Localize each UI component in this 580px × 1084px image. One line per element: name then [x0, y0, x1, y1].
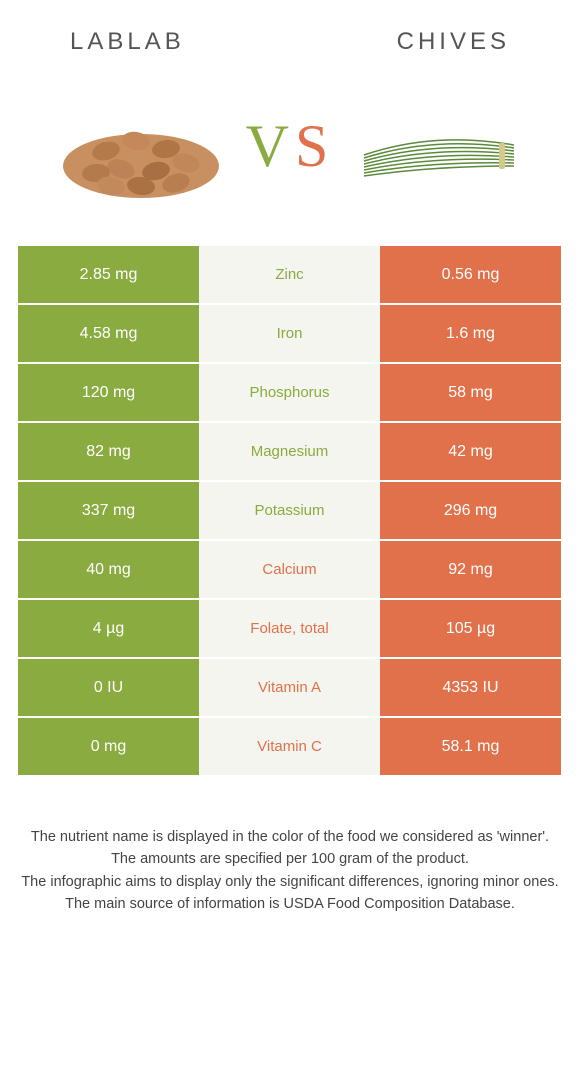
- left-value-cell: 4.58 mg: [18, 305, 199, 362]
- nutrient-name-cell: Iron: [199, 305, 380, 362]
- table-row: 337 mgPotassium296 mg: [18, 482, 562, 541]
- vs-s-letter: S: [295, 113, 334, 179]
- footer-notes: The nutrient name is displayed in the co…: [0, 777, 580, 914]
- right-value-cell: 4353 IU: [380, 659, 561, 716]
- vs-row: VS: [0, 66, 580, 246]
- table-row: 0 IUVitamin A4353 IU: [18, 659, 562, 718]
- vs-v-letter: V: [246, 113, 295, 179]
- right-value-cell: 58.1 mg: [380, 718, 561, 775]
- nutrient-name-cell: Zinc: [199, 246, 380, 303]
- right-value-cell: 58 mg: [380, 364, 561, 421]
- table-row: 4.58 mgIron1.6 mg: [18, 305, 562, 364]
- footer-line-3: The infographic aims to display only the…: [20, 872, 560, 892]
- right-value-cell: 105 µg: [380, 600, 561, 657]
- right-value-cell: 92 mg: [380, 541, 561, 598]
- table-row: 120 mgPhosphorus58 mg: [18, 364, 562, 423]
- table-row: 82 mgMagnesium42 mg: [18, 423, 562, 482]
- left-value-cell: 2.85 mg: [18, 246, 199, 303]
- nutrient-name-cell: Vitamin C: [199, 718, 380, 775]
- footer-line-2: The amounts are specified per 100 gram o…: [20, 849, 560, 869]
- left-value-cell: 4 µg: [18, 600, 199, 657]
- right-value-cell: 42 mg: [380, 423, 561, 480]
- lablab-image: [56, 86, 226, 206]
- table-row: 4 µgFolate, total105 µg: [18, 600, 562, 659]
- left-value-cell: 0 mg: [18, 718, 199, 775]
- nutrient-table: 2.85 mgZinc0.56 mg4.58 mgIron1.6 mg120 m…: [18, 246, 562, 777]
- table-row: 2.85 mgZinc0.56 mg: [18, 246, 562, 305]
- left-value-cell: 120 mg: [18, 364, 199, 421]
- right-value-cell: 1.6 mg: [380, 305, 561, 362]
- footer-line-1: The nutrient name is displayed in the co…: [20, 827, 560, 847]
- footer-line-4: The main source of information is USDA F…: [20, 894, 560, 914]
- header-row: LABLAB CHIVES: [0, 0, 580, 66]
- nutrient-name-cell: Folate, total: [199, 600, 380, 657]
- table-row: 40 mgCalcium92 mg: [18, 541, 562, 600]
- right-value-cell: 296 mg: [380, 482, 561, 539]
- left-value-cell: 82 mg: [18, 423, 199, 480]
- chives-image: [354, 86, 524, 206]
- nutrient-name-cell: Potassium: [199, 482, 380, 539]
- left-value-cell: 0 IU: [18, 659, 199, 716]
- left-food-label: LABLAB: [70, 28, 185, 56]
- nutrient-name-cell: Phosphorus: [199, 364, 380, 421]
- right-food-label: CHIVES: [397, 28, 510, 56]
- nutrient-name-cell: Vitamin A: [199, 659, 380, 716]
- left-value-cell: 40 mg: [18, 541, 199, 598]
- nutrient-name-cell: Calcium: [199, 541, 380, 598]
- table-row: 0 mgVitamin C58.1 mg: [18, 718, 562, 777]
- nutrient-name-cell: Magnesium: [199, 423, 380, 480]
- vs-text: VS: [246, 112, 335, 181]
- left-value-cell: 337 mg: [18, 482, 199, 539]
- right-value-cell: 0.56 mg: [380, 246, 561, 303]
